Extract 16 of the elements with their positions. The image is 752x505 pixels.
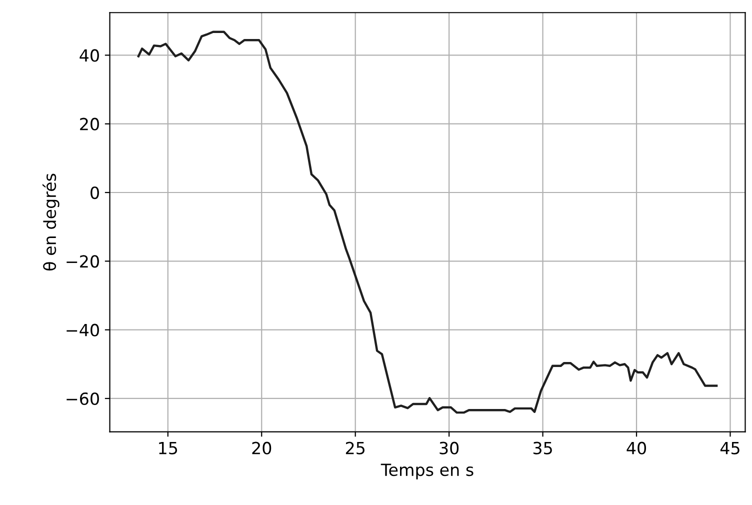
- y-tick-label: −20: [66, 255, 99, 268]
- y-tick-label: −60: [66, 392, 99, 406]
- x-axis-title: Temps en s: [380, 464, 474, 480]
- x-tick-label: 35: [533, 442, 552, 454]
- x-tick-label: 20: [252, 442, 272, 454]
- x-tick-label: 45: [720, 442, 740, 454]
- y-tick-label: −40: [66, 324, 99, 336]
- x-tick-label: 15: [159, 442, 178, 454]
- y-tick-label: 0: [90, 186, 99, 200]
- y-axis-title: θ en degrés: [42, 174, 60, 270]
- x-tick-label: 25: [346, 442, 364, 454]
- y-tick-label: 20: [80, 118, 99, 130]
- line-series: [137, 30, 718, 414]
- y-tick-label: 40: [80, 49, 99, 62]
- x-tick-label: 40: [626, 442, 646, 454]
- x-tick-label: 30: [440, 442, 459, 454]
